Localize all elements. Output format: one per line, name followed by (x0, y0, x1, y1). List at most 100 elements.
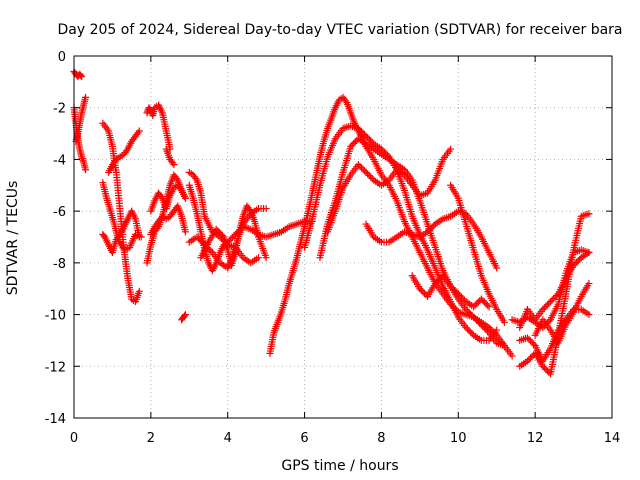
axes: 0 2 4 6 8 10 12 14 0 -2 -4 -6 -8 -10 -12 -14 (45, 50, 621, 446)
data-point-marker (465, 327, 473, 335)
data-point-marker (82, 166, 90, 174)
data-point-marker (77, 71, 85, 79)
data-point-marker (462, 324, 470, 331)
data-points (70, 68, 593, 378)
data-point-marker (367, 173, 375, 181)
series-s12 (162, 145, 178, 169)
data-point-marker (545, 299, 553, 307)
data-point-marker (364, 170, 372, 178)
data-point-marker (570, 261, 578, 269)
data-point-marker (245, 205, 253, 213)
data-point-marker (485, 303, 493, 311)
series-s20 (316, 135, 508, 350)
y-tick-label: -10 (45, 309, 66, 324)
data-point-marker (214, 227, 222, 235)
data-point-marker (172, 174, 180, 182)
data-point-marker (500, 342, 508, 350)
data-point-marker (459, 295, 467, 303)
data-point-marker (470, 313, 478, 321)
data-point-marker (550, 295, 558, 303)
data-point-marker (462, 305, 470, 313)
data-point-marker (217, 230, 225, 238)
data-point-marker (78, 73, 86, 81)
data-point-marker (181, 194, 189, 202)
data-point-marker (434, 276, 442, 284)
data-point-marker (447, 145, 455, 153)
data-point-marker (480, 298, 488, 306)
data-point-marker (348, 141, 356, 149)
data-point-marker (553, 291, 561, 299)
data-point-marker (254, 254, 262, 262)
data-point-marker (364, 134, 372, 142)
data-point-marker (527, 354, 535, 362)
data-point-marker (176, 185, 184, 193)
data-point-marker (450, 285, 458, 293)
data-point-marker (424, 228, 432, 236)
data-point-marker (351, 138, 359, 146)
data-point-marker (574, 257, 582, 265)
data-point-marker (228, 234, 236, 242)
data-point-marker (146, 105, 154, 113)
data-point-marker (436, 275, 444, 283)
data-point-marker (451, 287, 459, 295)
data-point-marker (170, 161, 178, 169)
data-point-marker (585, 249, 593, 257)
y-tick-label: -4 (53, 153, 66, 168)
data-point-marker (482, 326, 490, 334)
data-point-marker (480, 324, 488, 332)
data-point-marker (456, 291, 464, 299)
data-point-marker (143, 109, 151, 117)
data-point-marker (181, 311, 189, 319)
chart-title: Day 205 of 2024, Sidereal Day-to-day VTE… (57, 22, 622, 38)
grid-lines (74, 56, 612, 418)
data-point-marker (362, 132, 370, 140)
x-axis-label: GPS time / hours (281, 458, 398, 474)
data-point-marker (135, 127, 143, 135)
data-point-marker (585, 280, 593, 288)
data-point-marker (453, 288, 461, 296)
data-point-marker (547, 298, 555, 306)
x-tick-label: 14 (604, 431, 621, 446)
series-s15 (185, 168, 262, 267)
data-point-marker (448, 284, 456, 292)
series-s13 (178, 311, 189, 324)
series-s28 (531, 280, 593, 347)
data-point-marker (525, 356, 533, 364)
data-point-marker (493, 264, 501, 272)
series-s26 (516, 210, 593, 378)
data-point-marker (479, 297, 487, 305)
x-tick-label: 4 (224, 431, 232, 446)
data-point-marker (477, 321, 485, 329)
data-point-marker (356, 126, 364, 134)
data-point-marker (571, 260, 579, 268)
data-point-marker (78, 155, 86, 163)
data-point-marker (473, 300, 481, 308)
data-point-marker (548, 296, 556, 304)
data-point-marker (573, 258, 581, 266)
y-tick-label: -2 (53, 102, 66, 117)
data-point-marker (474, 298, 482, 306)
series-s17 (197, 202, 270, 269)
data-point-marker (427, 225, 435, 233)
series-s22 (362, 207, 501, 272)
series-s8 (143, 101, 174, 153)
data-point-marker (181, 228, 189, 236)
data-point-marker (193, 233, 201, 241)
data-point-marker (523, 334, 531, 342)
series-s3 (72, 93, 90, 145)
data-point-marker (539, 305, 547, 313)
data-point-marker (356, 162, 364, 170)
data-point-marker (542, 302, 550, 310)
data-point-marker (347, 143, 355, 150)
data-point-marker (479, 322, 487, 330)
x-tick-label: 0 (70, 431, 78, 446)
x-tick-label: 12 (527, 431, 544, 446)
data-point-marker (361, 131, 369, 139)
data-point-marker (82, 93, 90, 101)
series-s11 (147, 181, 189, 215)
data-point-marker (198, 238, 206, 246)
data-point-marker (473, 316, 481, 324)
y-axis-label: SDTVAR / TECUs (5, 181, 21, 296)
data-point-marker (551, 293, 559, 301)
y-tick-label: -14 (45, 412, 66, 427)
